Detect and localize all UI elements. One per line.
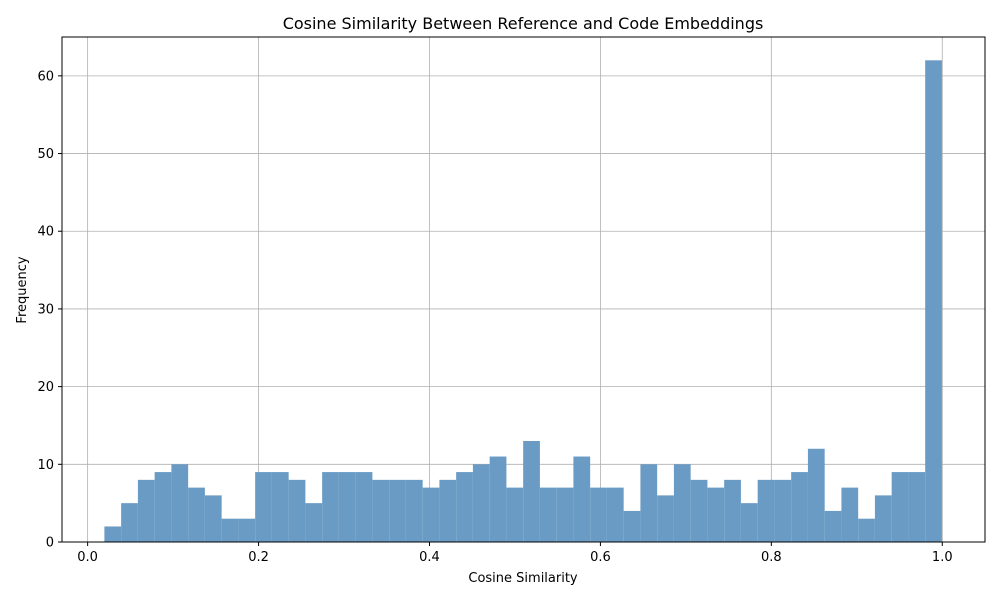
histogram-bar-43 [824,510,842,542]
histogram-bar-15 [355,472,373,542]
x-tick-label-4: 0.8 [761,550,782,565]
histogram-bar-10 [271,472,289,542]
histogram-bar-4 [171,464,189,542]
histogram-bar-39 [757,479,775,542]
y-tick-label-6: 60 [37,69,54,84]
histogram-bar-44 [841,487,859,542]
x-tick-label-5: 1.0 [932,550,953,565]
histogram-bar-8 [238,518,256,542]
plot-frame [61,36,986,543]
y-axis-label: Frequency [15,256,30,323]
x-tick-label-1: 0.2 [248,550,269,565]
histogram-bar-7 [221,518,239,542]
histogram-bar-49 [925,60,942,543]
histogram-bar-38 [740,503,758,542]
histogram-bar-22 [472,464,490,542]
histogram-bar-9 [255,472,272,542]
y-tick-label-2: 20 [37,380,54,395]
histogram-bar-11 [288,479,306,542]
histogram-bar-6 [204,495,222,542]
histogram-bar-35 [690,479,708,542]
x-axis-label: Cosine Similarity [468,571,578,586]
y-tick-label-4: 40 [37,225,54,240]
histogram-bar-23 [489,456,507,542]
histogram-bar-40 [774,479,792,542]
histogram-bar-14 [338,472,356,542]
histogram-bar-3 [154,472,172,542]
histogram-bar-34 [673,464,691,542]
y-tick-label-1: 10 [37,458,54,473]
histogram-bar-47 [891,472,909,542]
histogram-bar-31 [623,510,641,542]
histogram-bar-5 [188,487,205,542]
x-tick-label-2: 0.4 [419,550,440,565]
histogram-bar-26 [539,487,557,542]
grid-lines [62,37,985,543]
y-axis-ticks: 0 10 20 30 40 50 60 [37,69,62,551]
histogram-bar-21 [456,472,473,542]
x-tick-label-0: 0.0 [77,550,98,565]
y-tick-label-5: 50 [37,147,54,162]
histogram-bar-12 [305,503,323,542]
bars [104,60,942,543]
histogram-bar-19 [422,487,440,542]
histogram-bar-36 [707,487,725,542]
histogram-bar-30 [606,487,624,542]
x-axis-ticks: 0.0 0.2 0.4 0.6 0.8 1.0 [77,542,953,565]
histogram-bar-46 [874,495,892,542]
y-tick-label-3: 30 [37,302,54,317]
histogram-bar-0 [104,526,122,542]
histogram-bar-48 [908,472,926,542]
histogram-bar-42 [807,448,825,542]
histogram-bar-25 [523,441,540,542]
histogram-bar-13 [322,472,339,542]
histogram-bar-33 [657,495,674,542]
histogram-bar-28 [573,456,591,542]
histogram-bar-37 [724,479,741,542]
histogram-bar-18 [405,479,423,542]
histogram-bar-2 [137,479,155,542]
chart-title: Cosine Similarity Between Reference and … [283,14,764,33]
histogram-bar-45 [858,518,875,542]
histogram-bar-32 [640,464,658,542]
histogram-bar-16 [372,479,390,542]
histogram-bar-41 [791,472,808,542]
y-tick-label-0: 0 [46,536,54,551]
histogram-bar-29 [590,487,607,542]
x-tick-label-3: 0.6 [590,550,611,565]
histogram-bar-20 [439,479,457,542]
histogram-bar-24 [506,487,524,542]
histogram-bar-17 [389,479,406,542]
histogram-bar-1 [121,503,138,542]
histogram-bar-27 [556,487,574,542]
